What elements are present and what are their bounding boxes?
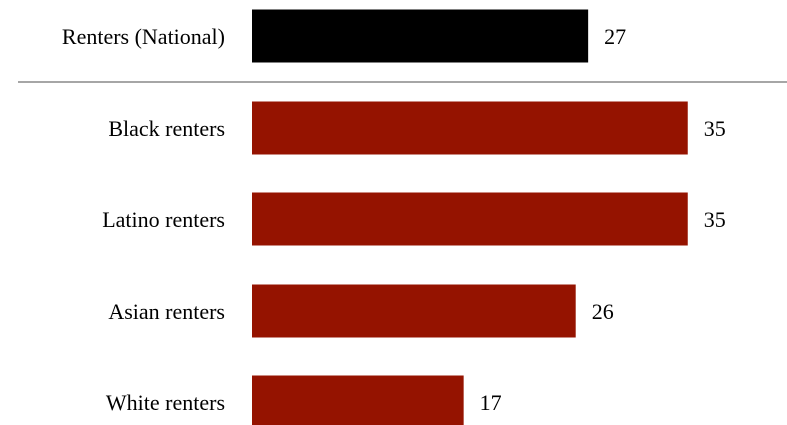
category-label-asian-renters: Asian renters: [108, 299, 225, 324]
bar-white-renters: [252, 375, 464, 425]
bar-renters-national: [252, 9, 589, 63]
value-label-renters-national: 27: [604, 24, 626, 49]
bars-layer: [252, 9, 688, 425]
value-label-latino-renters: 35: [704, 207, 726, 232]
value-label-white-renters: 17: [480, 390, 502, 415]
bar-latino-renters: [252, 192, 688, 246]
value-label-asian-renters: 26: [592, 299, 614, 324]
category-label-white-renters: White renters: [106, 390, 225, 415]
category-label-latino-renters: Latino renters: [102, 207, 225, 232]
category-label-black-renters: Black renters: [108, 116, 225, 141]
value-label-black-renters: 35: [704, 116, 726, 141]
bar-asian-renters: [252, 284, 576, 338]
category-label-renters-national: Renters (National): [62, 24, 225, 49]
labels-layer: Renters (National) 27 Black renters 35 Latin…: [62, 24, 726, 415]
bar-black-renters: [252, 101, 688, 155]
